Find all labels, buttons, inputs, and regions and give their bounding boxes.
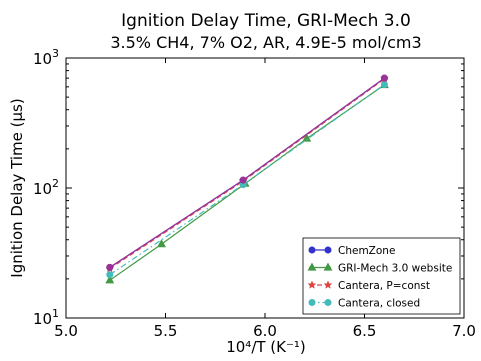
x-tick-label: 5.5 [154, 322, 178, 340]
legend-marker [323, 262, 333, 271]
legend-label: GRI-Mech 3.0 website [338, 263, 452, 275]
legend-item: Cantera, P=const [307, 280, 430, 292]
y-tick-label: 102 [33, 177, 59, 198]
y-tick-exponent: 2 [52, 177, 59, 190]
series-line [109, 78, 385, 270]
chart-subtitle: 3.5% CH4, 7% O2, AR, 4.9E-5 mol/cm3 [110, 33, 421, 52]
data-point [302, 133, 312, 142]
legend-marker [324, 299, 332, 306]
y-tick-label: 101 [33, 307, 59, 328]
legend: ChemZone GRI-Mech 3.0 website Cantera, P=c… [302, 237, 461, 315]
data-point [157, 239, 166, 248]
y-tick-label: 103 [33, 47, 59, 68]
x-tick-label: 6.5 [353, 322, 377, 340]
legend-item: GRI-Mech 3.0 website [307, 262, 452, 275]
y-tick-base: 10 [33, 180, 52, 198]
data-point [105, 275, 115, 284]
chart-title: Ignition Delay Time, GRI-Mech 3.0 [121, 11, 411, 31]
overlap-point [380, 74, 388, 82]
legend-marker [308, 299, 316, 306]
legend-marker [307, 280, 317, 289]
y-tick-base: 10 [33, 310, 52, 328]
overlap-point [239, 176, 247, 184]
y-tick-exponent: 3 [52, 47, 59, 60]
x-tick-label: 6.0 [253, 322, 277, 340]
legend-marker [307, 262, 317, 271]
legend-marker [323, 280, 333, 289]
y-axis-label: Ignition Delay Time (μs) [8, 98, 26, 277]
overlap-series [106, 74, 388, 271]
x-tick-label: 7.0 [452, 322, 476, 340]
x-tick-label: 5.0 [54, 322, 78, 340]
y-tick-exponent: 1 [52, 307, 59, 320]
series-layer [105, 74, 389, 284]
data-point [380, 81, 388, 89]
legend-marker [308, 246, 316, 254]
data-point [106, 271, 114, 279]
x-axis-label: 10⁴/T (K⁻¹) [226, 338, 306, 356]
legend-item: Cantera, closed [308, 298, 420, 310]
y-tick-base: 10 [33, 50, 52, 68]
legend-marker [324, 246, 332, 254]
legend-label: Cantera, P=const [338, 280, 430, 292]
legend-label: ChemZone [338, 245, 395, 257]
overlap-point [106, 263, 114, 271]
legend-item: ChemZone [308, 245, 395, 257]
legend-label: Cantera, closed [338, 298, 420, 310]
